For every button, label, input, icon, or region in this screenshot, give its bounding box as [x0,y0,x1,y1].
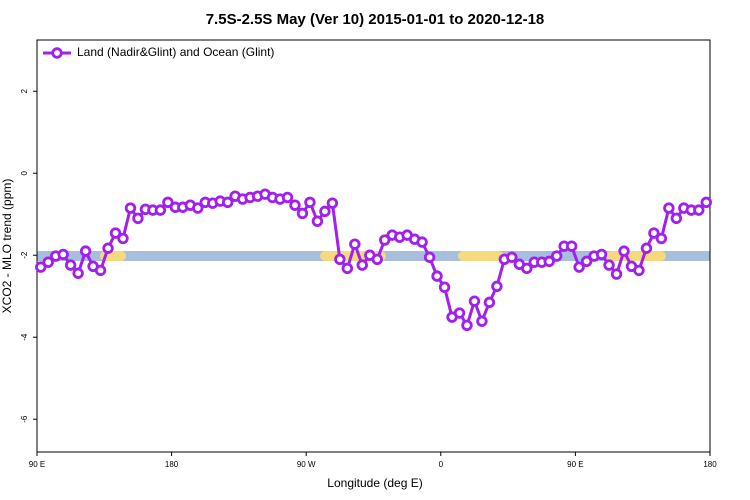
data-point [162,196,174,209]
land-band [606,251,666,261]
data-point [35,261,47,273]
data-point [453,307,466,319]
data-point [319,205,331,218]
x-tick-label: 90 W [297,460,316,469]
data-point [416,236,428,248]
data-point [124,202,137,214]
land-band [458,251,504,261]
x-axis-label: Longitude (deg E) [327,476,422,490]
data-point [423,251,436,263]
data-point [580,255,593,268]
data-point [117,232,129,245]
data-point [304,196,316,209]
data-point [468,295,481,307]
data-point [438,281,451,293]
data-point [573,261,585,273]
data-point [221,196,234,209]
y-tick-label: 2 [20,88,29,93]
y-tick-label: -4 [20,333,29,341]
data-point [371,253,383,266]
data-point [64,259,77,271]
data-point [655,232,668,245]
data-point [565,240,578,252]
data-point [670,212,683,225]
data-point [94,264,107,277]
chart-title: 7.5S-2.5S May (Ver 10) 2015-01-01 to 202… [206,11,545,28]
data-point [640,242,653,254]
y-axis-label: XCO2 - MLO trend (ppm) [0,179,14,314]
data-point [431,270,443,282]
y-tick-label: 0 [20,170,29,175]
data-point [618,245,630,257]
data-point [483,296,496,309]
x-tick-label: 90 E [567,460,583,469]
data-point [521,262,533,275]
data-point [311,215,324,227]
data-point [42,256,54,268]
x-tick-label: 90 E [29,460,45,469]
data-point [154,204,167,216]
data-point [648,227,660,239]
data-point [192,202,204,214]
data-point [349,238,361,250]
data-point [289,199,301,211]
data-point [109,227,122,239]
data-point [334,253,346,266]
data-point [543,255,555,268]
x-tick-label: 180 [165,460,179,469]
data-point [506,251,518,263]
data-point [551,250,563,262]
data-point [693,204,705,216]
y-tick-label: -2 [20,251,29,259]
data-point [461,319,473,332]
data-point [281,191,294,204]
data-point [700,196,712,209]
data-point [663,202,675,214]
y-tick-label: -6 [20,415,29,423]
data-point [132,212,144,225]
data-point [633,264,645,277]
data-point [326,197,339,209]
data-point [379,234,391,246]
data-point [57,248,69,261]
data-point [72,267,84,279]
data-point [491,280,503,293]
data-point [603,259,615,271]
data-point [341,262,354,275]
data-point [476,315,488,327]
legend-label: Land (Nadir&Glint) and Ocean (Glint) [77,45,274,59]
data-point [79,245,92,257]
data-point [595,248,608,261]
legend-marker [51,47,63,59]
data-point [296,207,309,220]
plot-frame [36,39,711,453]
x-tick-label: 180 [703,460,717,469]
x-tick-label: 0 [439,460,444,469]
data-point [102,242,114,254]
data-point [356,259,368,271]
data-point [610,268,623,280]
